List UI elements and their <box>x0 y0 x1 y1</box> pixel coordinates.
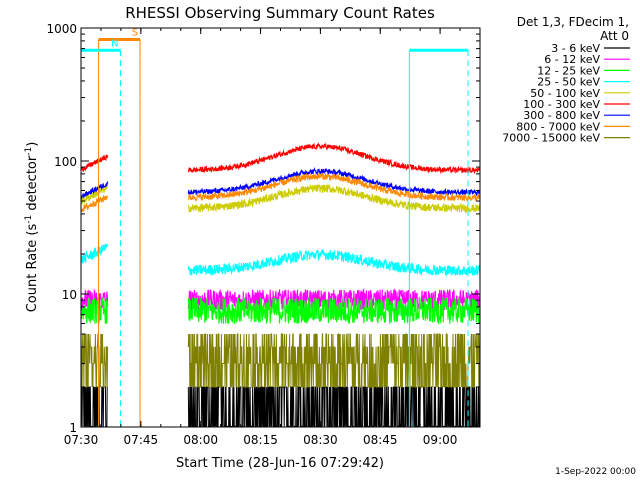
series-2 <box>80 296 481 325</box>
x-tick-label-4: 08:30 <box>303 433 338 447</box>
legend-label-7: 800 - 7000 keV <box>516 120 600 133</box>
series-8 <box>80 333 481 388</box>
y-axis-label-base: Count Rate (s <box>25 224 40 313</box>
y-tick-label-3: 1000 <box>46 22 77 36</box>
legend-label-2: 12 - 25 keV <box>537 64 600 77</box>
series-5 <box>80 141 481 175</box>
marker-0-label: S <box>132 27 138 38</box>
legend-label-6: 300 - 800 keV <box>523 109 600 122</box>
series-8-trace-1 <box>187 333 481 388</box>
series-7 <box>80 172 481 213</box>
series-3-trace-1 <box>187 248 481 277</box>
series-6 <box>80 166 481 200</box>
series-4-trace-1 <box>187 182 481 214</box>
marker-3 <box>408 48 469 427</box>
y-tick-label-0: 1 <box>69 421 77 435</box>
legend-label-8: 7000 - 15000 keV <box>502 132 600 145</box>
series-8-trace-0 <box>80 333 109 388</box>
marker-0: S <box>98 27 141 427</box>
marker-layer: SN <box>80 27 469 427</box>
x-tick-label-6: 09:00 <box>423 433 458 447</box>
series-5-trace-1 <box>187 141 481 175</box>
y-axis-label: Count Rate (s-1 detector-1) <box>24 142 40 313</box>
legend-label-5: 100 - 300 keV <box>523 98 600 111</box>
chart-title: RHESSI Observing Summary Count Rates <box>125 4 435 22</box>
y-axis-label-mid: detector <box>25 155 40 215</box>
series-6-trace-1 <box>187 166 481 197</box>
series-0 <box>81 386 480 427</box>
axes: 07:30 07:45 08:00 08:15 08:30 08:45 09:00 1 10 10… <box>46 22 481 447</box>
series-7-trace-0 <box>80 195 109 213</box>
x-tick-label-0: 07:30 <box>64 433 99 447</box>
marker-1-label: N <box>111 38 118 49</box>
y-axis-label-sup2: -1 <box>24 147 34 156</box>
legend-label-4: 50 - 100 keV <box>530 87 600 100</box>
series-1-trace-0 <box>80 288 109 311</box>
footer-date: 1-Sep-2022 00:00 <box>555 467 636 477</box>
series-2-trace-1 <box>187 296 481 325</box>
series-0-trace-0 <box>81 386 108 427</box>
x-tick-label-5: 08:45 <box>363 433 398 447</box>
series-3-trace-0 <box>80 243 109 264</box>
y-tick-label-2: 100 <box>54 155 77 169</box>
header-info-line-2: Att 0 <box>600 29 629 43</box>
x-tick-label-2: 08:00 <box>183 433 218 447</box>
x-axis-label: Start Time (28-Jun-16 07:29:42) <box>176 456 384 471</box>
plot-layer <box>80 141 481 427</box>
y-axis-label-sup1: -1 <box>24 215 34 224</box>
header-info-line-1: Det 1,3, FDecim 1, <box>517 15 629 29</box>
x-tick-label-3: 08:15 <box>243 433 278 447</box>
series-0-trace-1 <box>187 386 480 427</box>
series-2-trace-0 <box>80 297 109 324</box>
series-7-trace-1 <box>188 172 481 202</box>
series-3 <box>80 243 481 277</box>
series-5-trace-0 <box>80 154 109 172</box>
x-tick-label-1: 07:45 <box>124 433 159 447</box>
y-tick-label-1: 10 <box>62 288 77 302</box>
y-axis-label-end: ) <box>25 142 40 147</box>
legend-label-3: 25 - 50 keV <box>537 76 600 89</box>
legend-label-1: 6 - 12 keV <box>544 53 600 66</box>
legend-label-0: 3 - 6 keV <box>551 42 600 55</box>
series-6-trace-0 <box>80 181 109 200</box>
